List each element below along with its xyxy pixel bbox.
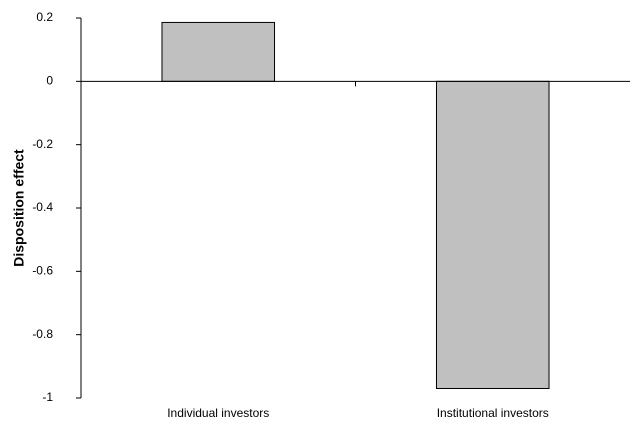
bar <box>435 80 550 389</box>
x-tick-label: Individual investors <box>167 406 269 420</box>
y-tick-label: -0.6 <box>32 264 53 278</box>
x-tick-label: Institutional investors <box>437 406 549 420</box>
y-tick-label: -0.8 <box>32 327 53 341</box>
y-tick-label: -0.2 <box>32 137 53 151</box>
y-axis-label: Disposition effect <box>11 149 27 267</box>
bar <box>161 21 276 82</box>
y-tick-label: 0 <box>46 74 53 88</box>
y-tick-label: -0.4 <box>32 200 53 214</box>
y-tick-label: -1 <box>42 390 53 404</box>
y-tick-label: 0.2 <box>36 10 53 24</box>
